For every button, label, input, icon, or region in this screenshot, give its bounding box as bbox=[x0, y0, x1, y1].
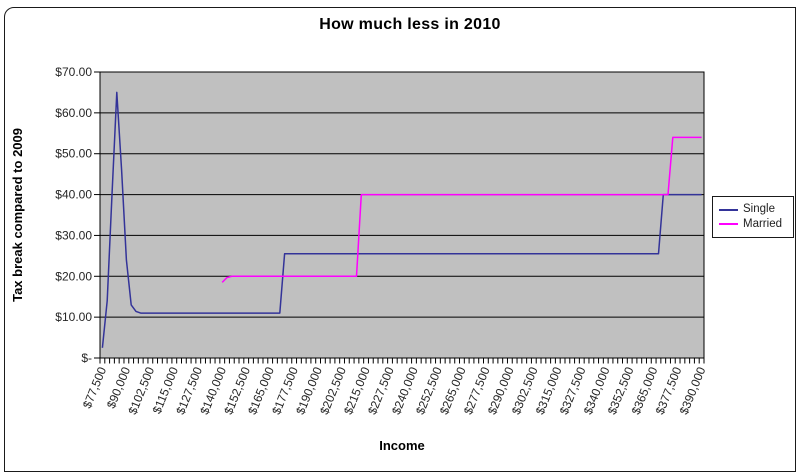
single-series-line bbox=[101, 91, 702, 348]
y-axis-title: Tax break compared to 2009 bbox=[9, 128, 25, 302]
legend-item-single: Single bbox=[719, 203, 793, 216]
legend-item-married: Married bbox=[719, 217, 793, 231]
y-axis-ticks-and-labels: $- $10.00 $20.00 $30.00 $40.00 $50.00 $60.00 $7… bbox=[55, 65, 100, 365]
plot-area bbox=[100, 72, 704, 358]
legend: Single Married bbox=[712, 196, 794, 238]
chart-title: How much less in 2010 bbox=[319, 16, 501, 33]
x-axis-labels: $77,500$90,000$102,500$115,000$127,500$1… bbox=[80, 365, 709, 417]
single-series-line-swatch bbox=[719, 208, 738, 211]
married-series-line-swatch bbox=[719, 223, 738, 226]
svg-text:$10.00: $10.00 bbox=[55, 310, 92, 324]
svg-text:$30.00: $30.00 bbox=[55, 228, 92, 242]
legend-label-single: Single bbox=[743, 203, 775, 215]
svg-text:$-: $- bbox=[81, 351, 92, 365]
svg-text:$70.00: $70.00 bbox=[55, 65, 92, 79]
svg-text:$20.00: $20.00 bbox=[55, 269, 92, 283]
svg-text:$50.00: $50.00 bbox=[55, 147, 92, 161]
x-axis-title: Income bbox=[379, 438, 425, 453]
svg-text:$60.00: $60.00 bbox=[55, 106, 92, 120]
x-axis-ticks bbox=[99, 358, 705, 364]
svg-text:$40.00: $40.00 bbox=[55, 188, 92, 202]
married-series-line bbox=[221, 136, 702, 283]
y-axis-title-wrap: Tax break compared to 2009 bbox=[6, 72, 28, 358]
legend-label-married: Married bbox=[743, 217, 782, 230]
